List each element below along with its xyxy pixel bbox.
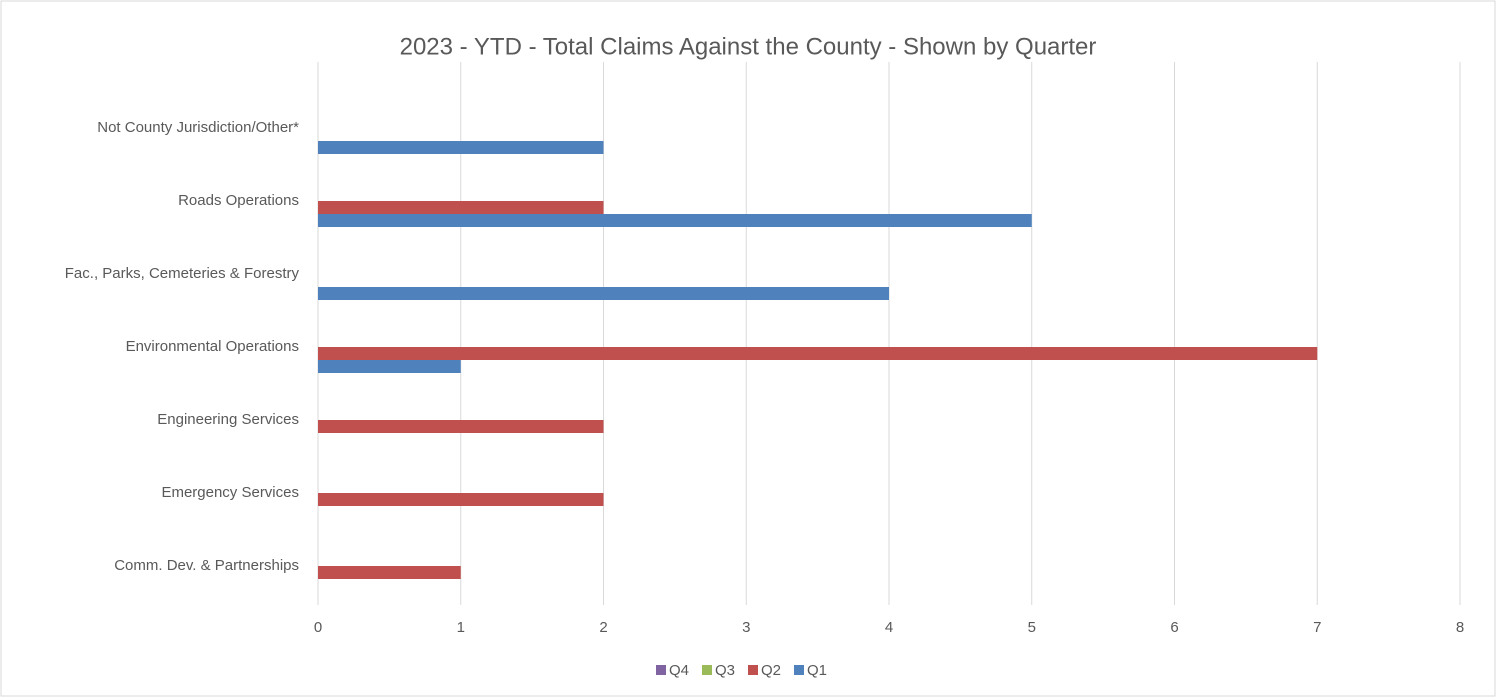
legend-swatch xyxy=(656,665,666,675)
legend-swatch xyxy=(702,665,712,675)
y-tick-label: Engineering Services xyxy=(157,411,299,428)
bar xyxy=(318,420,604,433)
x-tick-label: 4 xyxy=(885,619,893,636)
x-tick-label: 8 xyxy=(1456,619,1464,636)
bar xyxy=(318,201,604,214)
x-tick-label: 6 xyxy=(1170,619,1178,636)
x-tick-label: 1 xyxy=(457,619,465,636)
x-tick-label: 2 xyxy=(599,619,607,636)
legend-label: Q2 xyxy=(761,662,781,679)
x-tick-label: 3 xyxy=(742,619,750,636)
legend-swatch xyxy=(748,665,758,675)
legend-swatch xyxy=(794,665,804,675)
legend-label: Q1 xyxy=(807,662,827,679)
x-tick-label: 5 xyxy=(1028,619,1036,636)
bar xyxy=(318,360,461,373)
y-tick-label: Not County Jurisdiction/Other* xyxy=(97,119,299,136)
y-tick-label: Environmental Operations xyxy=(126,338,299,355)
bar xyxy=(318,287,889,300)
chart-title: 2023 - YTD - Total Claims Against the Co… xyxy=(400,33,1097,60)
bar xyxy=(318,141,604,154)
y-tick-label: Fac., Parks, Cemeteries & Forestry xyxy=(65,265,300,282)
y-tick-label: Comm. Dev. & Partnerships xyxy=(114,557,299,574)
x-tick-label: 7 xyxy=(1313,619,1321,636)
x-tick-label: 0 xyxy=(314,619,322,636)
bar xyxy=(318,493,604,506)
legend-label: Q4 xyxy=(669,662,689,679)
y-tick-label: Roads Operations xyxy=(178,192,299,209)
legend-label: Q3 xyxy=(715,662,735,679)
y-tick-label: Emergency Services xyxy=(161,484,299,501)
bar xyxy=(318,214,1032,227)
bar xyxy=(318,566,461,579)
bar xyxy=(318,347,1318,360)
